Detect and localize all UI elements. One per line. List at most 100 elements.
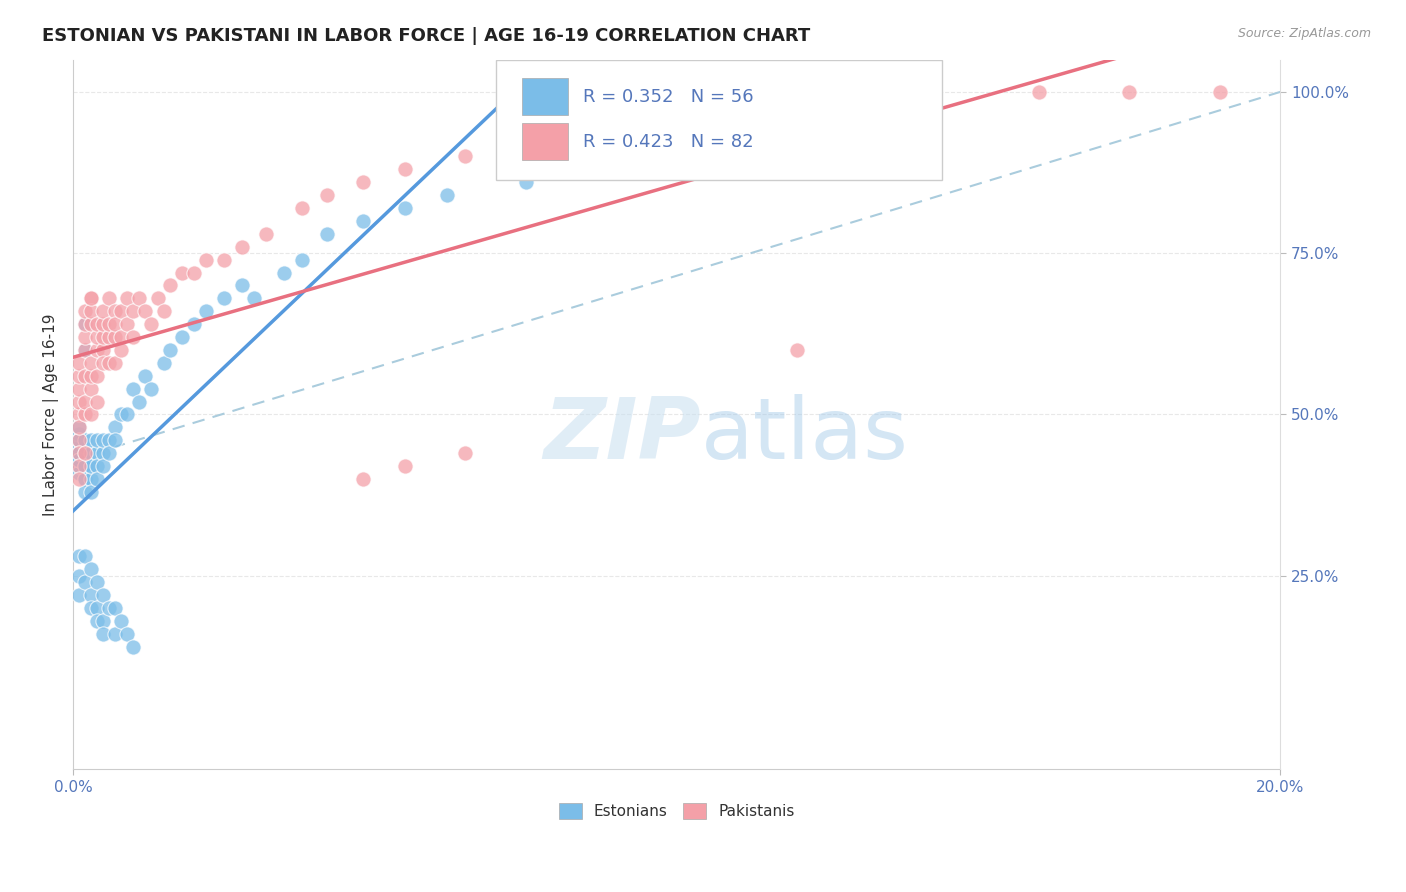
Point xyxy=(231,278,253,293)
Point xyxy=(134,304,156,318)
Point xyxy=(91,458,114,473)
Point xyxy=(291,252,314,267)
Point xyxy=(696,97,718,112)
FancyBboxPatch shape xyxy=(522,123,568,161)
Point xyxy=(122,330,145,344)
Point xyxy=(352,472,374,486)
Point xyxy=(80,434,103,448)
Point xyxy=(91,343,114,357)
Point xyxy=(80,291,103,305)
Point xyxy=(756,85,779,99)
Point xyxy=(75,408,97,422)
Point xyxy=(98,434,121,448)
Point xyxy=(86,434,108,448)
Point xyxy=(786,343,808,357)
Point xyxy=(91,304,114,318)
Point xyxy=(159,278,181,293)
Text: Source: ZipAtlas.com: Source: ZipAtlas.com xyxy=(1237,27,1371,40)
Point xyxy=(75,484,97,499)
Point xyxy=(75,458,97,473)
Point xyxy=(98,317,121,331)
Point xyxy=(75,472,97,486)
Point xyxy=(104,317,127,331)
Point xyxy=(91,588,114,602)
Point xyxy=(67,458,90,473)
Point xyxy=(146,291,169,305)
Point xyxy=(98,330,121,344)
Point xyxy=(67,446,90,460)
Point xyxy=(122,640,145,654)
Point xyxy=(67,549,90,564)
Text: R = 0.423   N = 82: R = 0.423 N = 82 xyxy=(582,133,754,151)
Point xyxy=(394,458,416,473)
Point xyxy=(117,408,139,422)
Point xyxy=(122,382,145,396)
Point xyxy=(575,123,598,137)
Text: atlas: atlas xyxy=(700,394,908,477)
Point xyxy=(80,291,103,305)
Point xyxy=(128,394,150,409)
Point xyxy=(86,343,108,357)
Point xyxy=(436,188,458,202)
Point xyxy=(352,175,374,189)
Point xyxy=(86,575,108,590)
Point xyxy=(80,446,103,460)
Point xyxy=(117,291,139,305)
Point xyxy=(67,458,90,473)
Point xyxy=(122,304,145,318)
Point xyxy=(104,356,127,370)
Point xyxy=(117,627,139,641)
Point xyxy=(104,627,127,641)
Legend: Estonians, Pakistanis: Estonians, Pakistanis xyxy=(553,797,801,825)
FancyBboxPatch shape xyxy=(495,60,942,180)
Point xyxy=(80,588,103,602)
Text: R = 0.352   N = 56: R = 0.352 N = 56 xyxy=(582,87,754,105)
Point xyxy=(98,291,121,305)
Point xyxy=(194,252,217,267)
Point xyxy=(98,601,121,615)
Point xyxy=(636,111,658,125)
Point xyxy=(104,434,127,448)
Point xyxy=(75,330,97,344)
Point xyxy=(515,136,537,151)
Point xyxy=(75,343,97,357)
Point xyxy=(170,330,193,344)
Point xyxy=(454,149,477,163)
Point xyxy=(817,85,839,99)
Point xyxy=(80,601,103,615)
Point xyxy=(67,446,90,460)
Point xyxy=(91,446,114,460)
Point xyxy=(104,330,127,344)
Point xyxy=(194,304,217,318)
Point xyxy=(67,434,90,448)
Point xyxy=(67,420,90,434)
Point xyxy=(80,304,103,318)
Point xyxy=(104,601,127,615)
Point xyxy=(91,330,114,344)
Point xyxy=(80,356,103,370)
Point xyxy=(67,440,90,454)
Point xyxy=(67,434,90,448)
Point xyxy=(80,458,103,473)
Point xyxy=(91,356,114,370)
Point xyxy=(75,434,97,448)
Point xyxy=(110,614,132,628)
Point xyxy=(86,330,108,344)
Point xyxy=(91,317,114,331)
Point xyxy=(315,227,337,241)
Point xyxy=(1118,85,1140,99)
Point xyxy=(75,394,97,409)
Point xyxy=(291,201,314,215)
Point xyxy=(75,368,97,383)
Point xyxy=(75,458,97,473)
Point xyxy=(67,368,90,383)
Point xyxy=(86,446,108,460)
Point xyxy=(80,458,103,473)
Point xyxy=(67,452,90,467)
Point xyxy=(352,214,374,228)
Text: ESTONIAN VS PAKISTANI IN LABOR FORCE | AGE 16-19 CORRELATION CHART: ESTONIAN VS PAKISTANI IN LABOR FORCE | A… xyxy=(42,27,810,45)
Point xyxy=(454,446,477,460)
Point xyxy=(907,85,929,99)
Point xyxy=(75,446,97,460)
Point xyxy=(110,408,132,422)
